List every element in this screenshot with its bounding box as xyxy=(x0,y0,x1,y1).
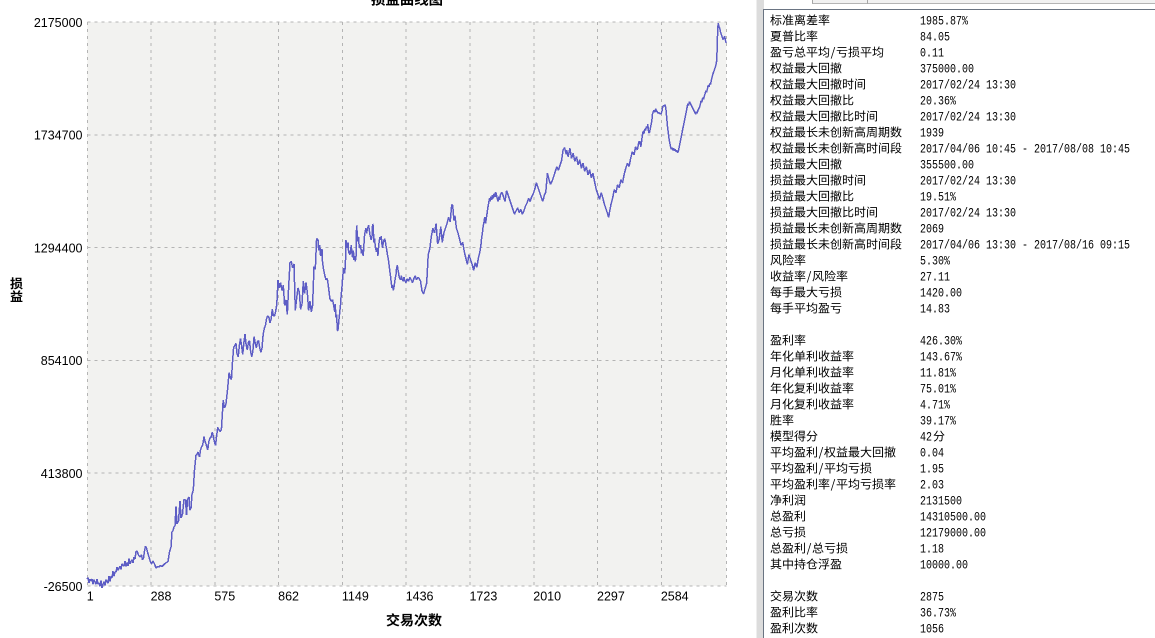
svg-text:862: 862 xyxy=(278,590,299,604)
svg-text:4.71%: 4.71% xyxy=(920,398,950,412)
svg-text:2297: 2297 xyxy=(597,590,625,604)
svg-text:75.01%: 75.01% xyxy=(920,382,956,396)
svg-text:11.81%: 11.81% xyxy=(920,366,956,380)
svg-text:413800: 413800 xyxy=(41,467,83,481)
svg-text:1149: 1149 xyxy=(342,590,369,604)
svg-text:2017/02/24 13:30: 2017/02/24 13:30 xyxy=(920,174,1016,188)
svg-text:1056: 1056 xyxy=(920,622,944,636)
svg-text:1: 1 xyxy=(87,590,94,604)
svg-text:575: 575 xyxy=(214,590,235,604)
svg-text:5.30%: 5.30% xyxy=(920,254,950,268)
svg-text:2875: 2875 xyxy=(920,590,944,604)
svg-text:426.30%: 426.30% xyxy=(920,334,962,348)
svg-text:1.95: 1.95 xyxy=(920,462,944,476)
svg-text:14.83: 14.83 xyxy=(920,302,950,316)
svg-text:84.05: 84.05 xyxy=(920,30,950,44)
svg-text:10000.00: 10000.00 xyxy=(920,558,968,572)
svg-text:1.18: 1.18 xyxy=(920,542,944,556)
svg-text:143.67%: 143.67% xyxy=(920,350,962,364)
svg-text:2017/02/24 13:30: 2017/02/24 13:30 xyxy=(920,110,1016,124)
svg-text:288: 288 xyxy=(151,590,172,604)
svg-text:27.11: 27.11 xyxy=(920,270,950,284)
svg-text:2017/02/24 13:30: 2017/02/24 13:30 xyxy=(920,206,1016,220)
svg-text:1723: 1723 xyxy=(469,590,497,604)
svg-text:2.03: 2.03 xyxy=(920,478,944,492)
svg-text:2131500: 2131500 xyxy=(920,494,962,508)
svg-text:14310500.00: 14310500.00 xyxy=(920,510,986,524)
svg-text:1985.87%: 1985.87% xyxy=(920,14,968,28)
svg-text:0.11: 0.11 xyxy=(920,46,944,60)
svg-text:19.51%: 19.51% xyxy=(920,190,956,204)
svg-text:12179000.00: 12179000.00 xyxy=(920,526,986,540)
svg-text:2017/04/06 13:30 - 2017/08/16: 2017/04/06 13:30 - 2017/08/16 09:15 xyxy=(920,238,1130,252)
svg-text:2017/04/06 10:45 - 2017/08/08: 2017/04/06 10:45 - 2017/08/08 10:45 xyxy=(920,142,1130,156)
svg-text:1436: 1436 xyxy=(406,590,434,604)
svg-text:854100: 854100 xyxy=(41,354,83,368)
svg-text:1734700: 1734700 xyxy=(34,129,83,143)
svg-text:20.36%: 20.36% xyxy=(920,94,956,108)
svg-text:0.04: 0.04 xyxy=(920,446,944,460)
svg-text:2017/02/24 13:30: 2017/02/24 13:30 xyxy=(920,78,1016,92)
svg-text:-26500: -26500 xyxy=(44,580,83,594)
svg-text:2069: 2069 xyxy=(920,222,944,236)
svg-text:375000.00: 375000.00 xyxy=(920,62,974,76)
svg-text:42: 42 xyxy=(920,430,932,444)
svg-text:39.17%: 39.17% xyxy=(920,414,956,428)
svg-text:2010: 2010 xyxy=(533,590,561,604)
svg-text:355500.00: 355500.00 xyxy=(920,158,974,172)
svg-text:1420.00: 1420.00 xyxy=(920,286,962,300)
svg-text:2175000: 2175000 xyxy=(34,16,83,30)
svg-text:2584: 2584 xyxy=(661,590,689,604)
svg-text:1939: 1939 xyxy=(920,126,944,140)
svg-text:36.73%: 36.73% xyxy=(920,606,956,620)
svg-text:1294400: 1294400 xyxy=(34,241,83,255)
